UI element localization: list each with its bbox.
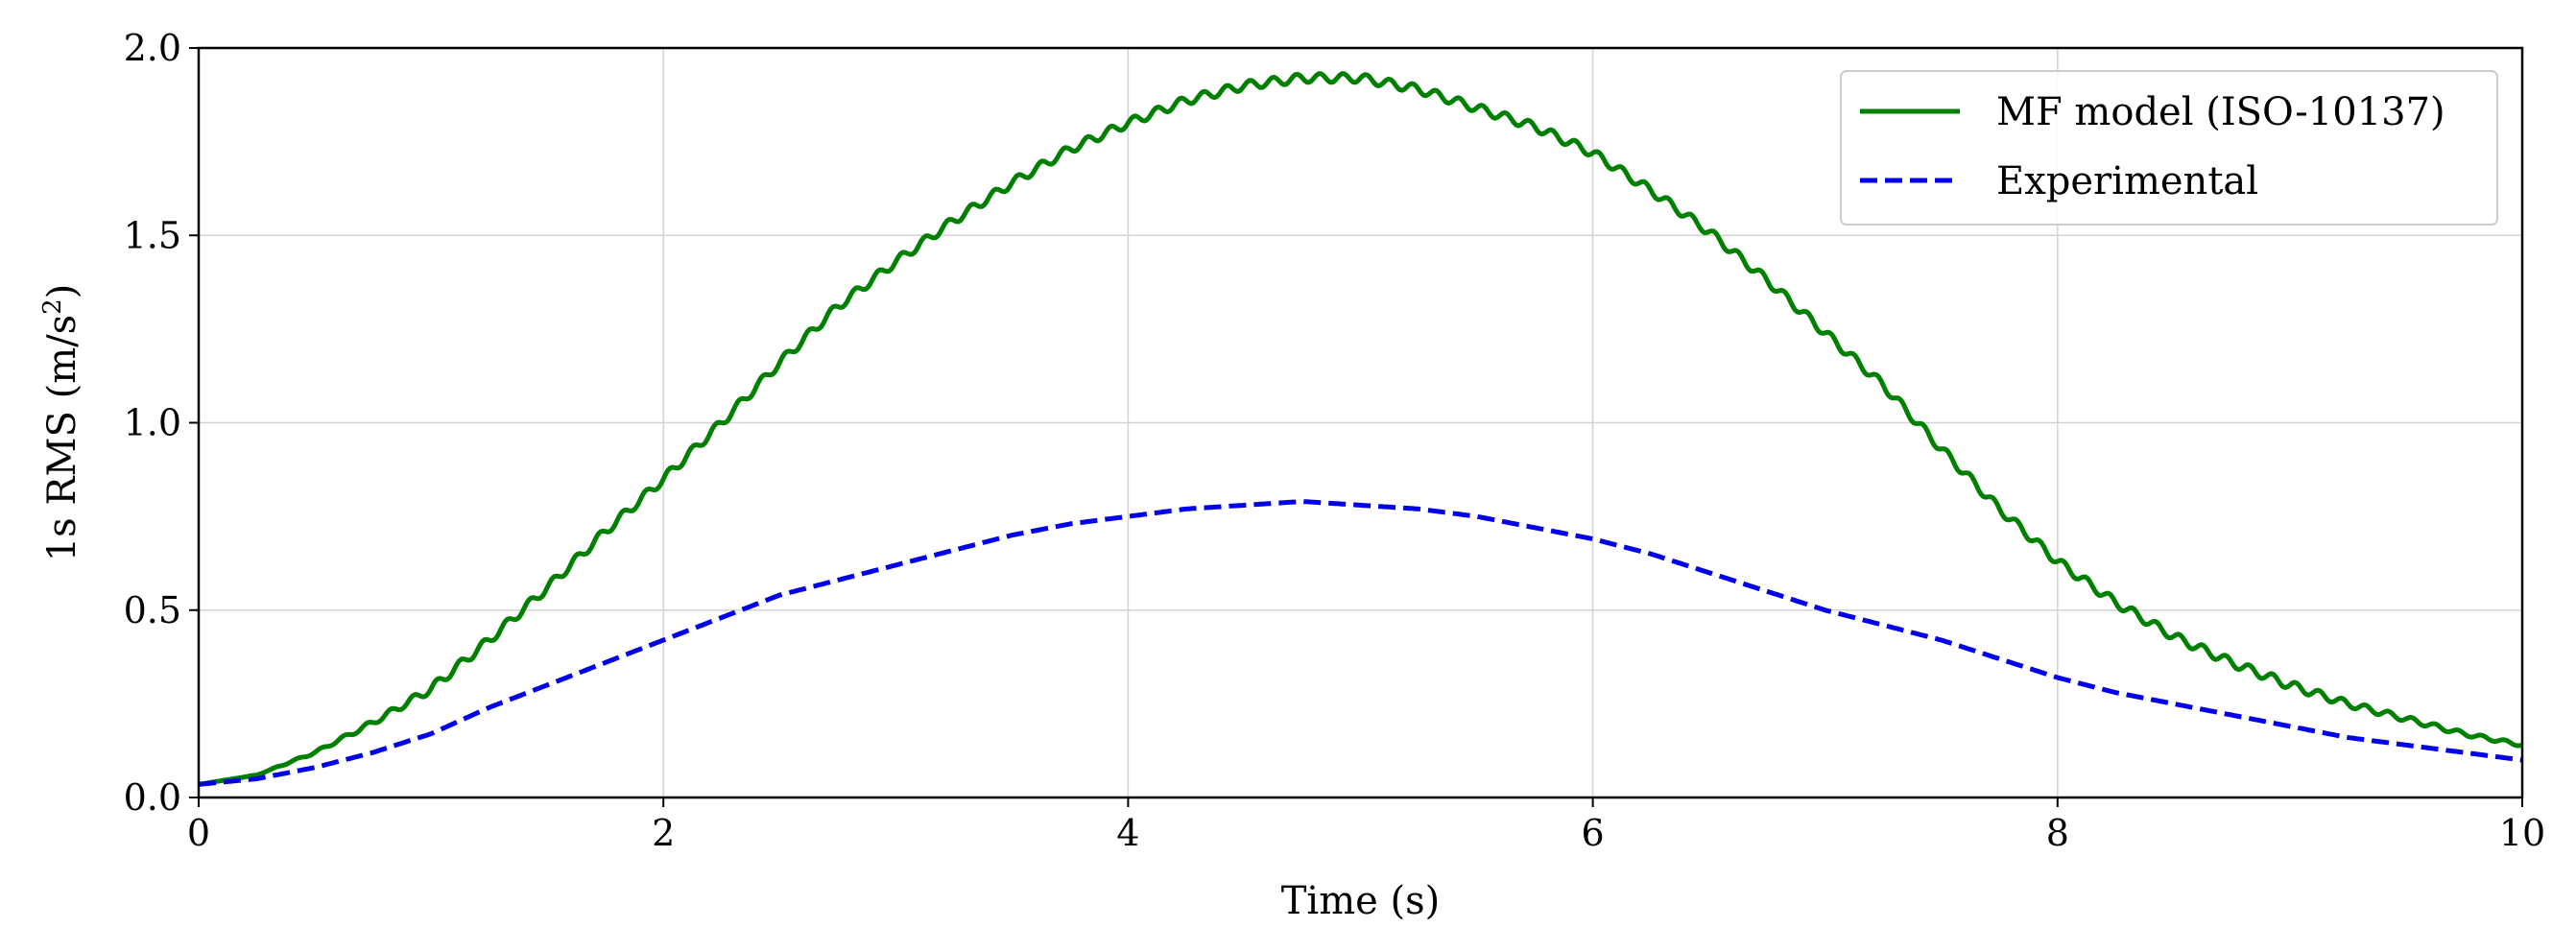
y-tick-label: 2.0 [124, 27, 181, 69]
axis-ticks: 0 2 4 6 8 10 0.0 0.5 1.0 1.5 2.0 [124, 27, 2546, 854]
x-tick-label: 0 [187, 812, 210, 854]
x-tick-label: 6 [1582, 812, 1605, 854]
y-axis-title: 1s RMS (m/s2) [38, 284, 84, 562]
y-axis-title-main: 1s RMS (m/s [40, 315, 84, 561]
y-tick-label: 1.0 [124, 402, 181, 444]
y-tick-label: 0.0 [124, 776, 181, 819]
y-tick-label: 1.5 [124, 214, 181, 256]
y-tick-label: 0.5 [124, 589, 181, 631]
x-axis-title: Time (s) [1281, 879, 1441, 923]
legend-box [1840, 70, 2498, 226]
legend: MF model (ISO-10137) Experimental [1840, 70, 2498, 226]
series-lines [198, 71, 2523, 787]
x-tick-label: 2 [652, 812, 675, 854]
legend-label-experimental: Experimental [1996, 159, 2258, 203]
y-axis-title-close: ) [40, 284, 84, 299]
x-tick-label: 4 [1116, 812, 1139, 854]
x-tick-label: 8 [2046, 812, 2069, 854]
series-line-mf-model [198, 71, 2523, 787]
y-axis-title-sup: 2 [38, 298, 67, 315]
x-tick-label: 10 [2499, 812, 2545, 854]
legend-label-mf-model: MF model (ISO-10137) [1996, 90, 2445, 134]
series-line-experimental [198, 499, 2523, 787]
